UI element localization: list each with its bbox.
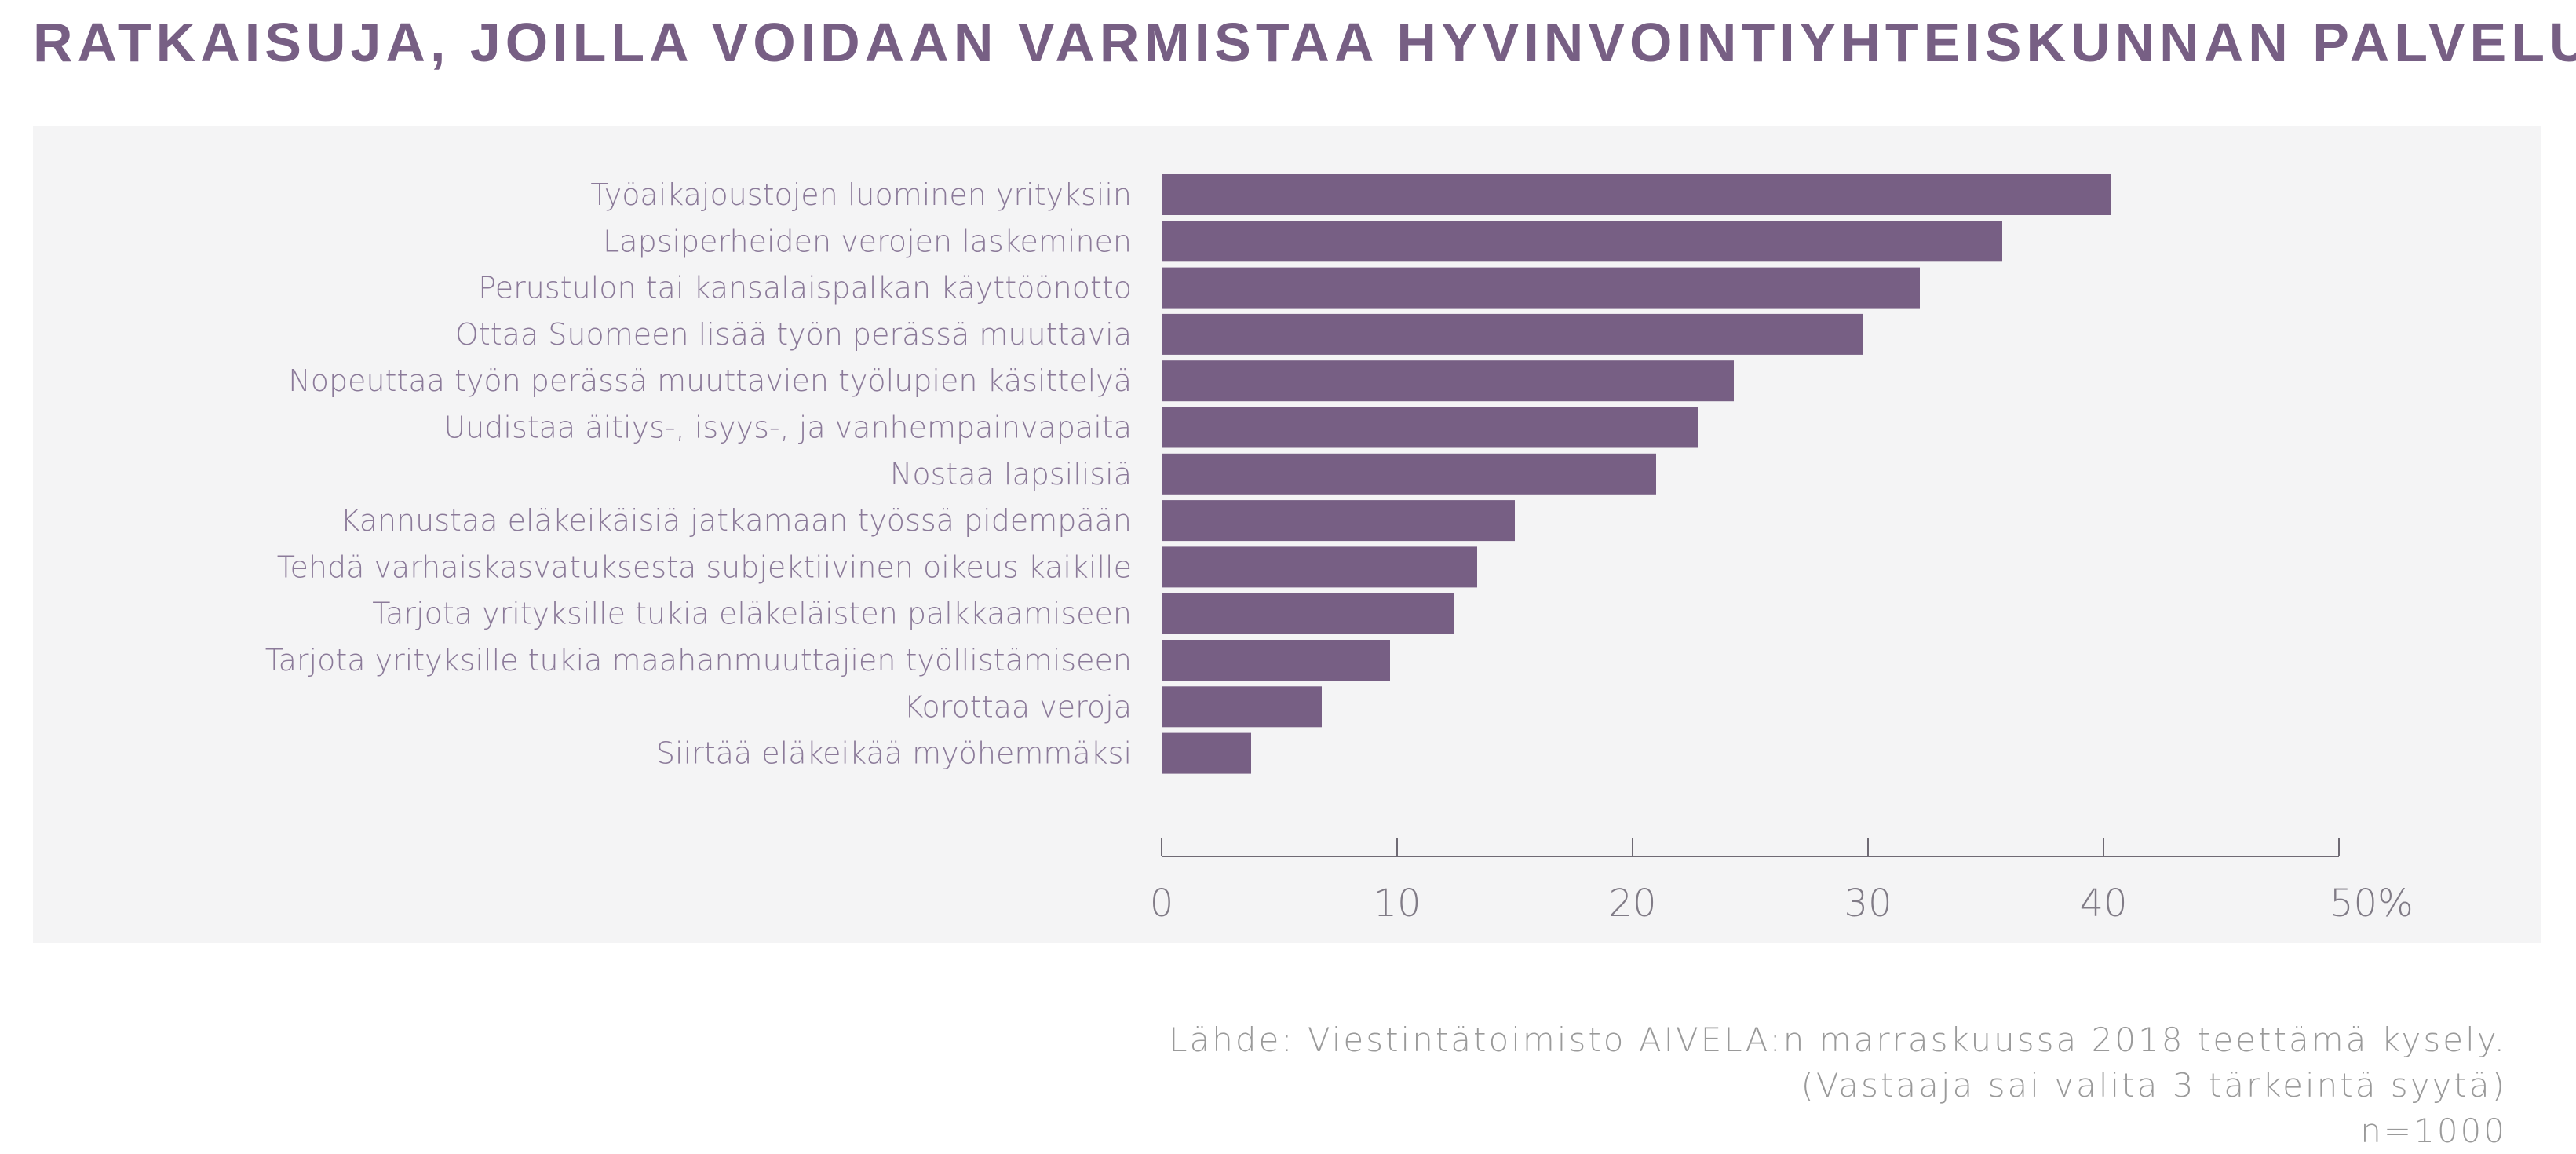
category-label: Tarjota yrityksille tukia eläkeläisten p… — [372, 597, 1132, 631]
x-tick-label: 30 — [1844, 882, 1892, 926]
x-axis: 0 10 20 30 40 50% — [1150, 838, 2414, 926]
category-label: Tarjota yrityksille tukia maahanmuuttaji… — [265, 643, 1132, 677]
category-label: Lapsiperheiden verojen laskeminen — [603, 224, 1132, 258]
category-label: Tehdä varhaiskasvatuksesta subjektiivine… — [277, 550, 1132, 584]
bar — [1162, 593, 1454, 634]
bar — [1162, 453, 1656, 495]
x-tick-label: 20 — [1608, 882, 1656, 926]
bar — [1162, 732, 1251, 774]
chart-panel: Työaikajoustojen luominen yrityksiin Laps… — [33, 126, 2541, 943]
bars-group — [1162, 174, 2111, 774]
category-label: Nostaa lapsilisiä — [890, 457, 1132, 491]
category-label: Korottaa veroja — [903, 689, 1132, 724]
source-note: Lähde: Viestintätoimisto AIVELA:n marras… — [1169, 1017, 2507, 1154]
category-label: Perustulon tai kansalaispalkan käyttööno… — [478, 271, 1132, 305]
category-label: Kannustaa eläkeikäisiä jatkamaan työssä … — [340, 503, 1132, 538]
category-label: Nopeuttaa työn perässä muuttavien työlup… — [288, 363, 1132, 398]
bar — [1162, 407, 1698, 448]
bar — [1162, 221, 2002, 262]
x-tick-label: 50% — [2330, 882, 2414, 926]
category-label: Ottaa Suomeen lisää työn perässä muuttav… — [455, 317, 1132, 352]
source-respondent-note: (Vastaaja sai valita 3 tärkeintä syytä) — [1801, 1066, 2507, 1105]
x-tick-label: 10 — [1373, 882, 1421, 926]
category-label: Työaikajoustojen luominen yrityksiin — [590, 177, 1132, 212]
category-labels-group: Työaikajoustojen luominen yrityksiin Laps… — [265, 177, 1132, 771]
bar — [1162, 174, 2111, 215]
bar — [1162, 500, 1515, 542]
bar — [1162, 313, 1863, 355]
sample-size: n=1000 — [2360, 1112, 2507, 1150]
x-tick-label: 40 — [2079, 882, 2127, 926]
bar — [1162, 360, 1734, 402]
source-line: Lähde: Viestintätoimisto AIVELA:n marras… — [1169, 1021, 2507, 1059]
bar-chart: Työaikajoustojen luominen yrityksiin Laps… — [265, 174, 2414, 926]
bar — [1162, 546, 1477, 588]
bar — [1162, 640, 1390, 681]
category-label: Siirtää eläkeikää myöhemmäksi — [656, 736, 1132, 771]
bar — [1162, 686, 1322, 728]
category-label: Uudistaa äitiys-, isyys-, ja vanhempainv… — [443, 411, 1132, 445]
x-tick-label: 0 — [1150, 882, 1174, 926]
chart-title: RATKAISUJA, JOILLA VOIDAAN VARMISTAA HYV… — [33, 12, 2576, 73]
bar — [1162, 267, 1920, 309]
